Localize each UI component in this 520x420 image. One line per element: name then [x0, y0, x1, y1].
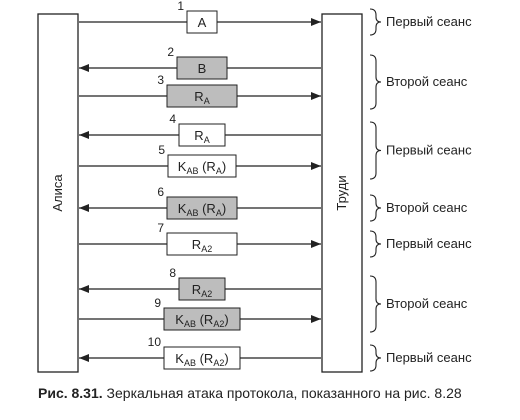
arrowhead-icon: [79, 204, 89, 212]
message-label: RA: [194, 89, 209, 106]
figure-caption: Рис. 8.31. Зеркальная атака протокола, п…: [38, 385, 462, 401]
session-brace: [369, 275, 382, 333]
message-box: [166, 196, 238, 220]
message-box: [163, 307, 241, 331]
arrowhead-icon: [311, 315, 321, 323]
message-number: 9: [154, 296, 161, 310]
session-label: Первый сеанс: [386, 350, 472, 365]
message-label: RA: [194, 128, 209, 145]
message-label: KAB (RA2): [175, 312, 228, 329]
message-label: A: [198, 15, 207, 30]
message-number: 10: [148, 335, 162, 349]
session-brace: [369, 230, 382, 258]
session-brace: [369, 54, 382, 110]
session-brace: [369, 8, 382, 36]
alice-label: Алиса: [50, 174, 65, 212]
message-box: [178, 123, 226, 147]
message-box: [166, 232, 238, 256]
message-label: KAB (RA2): [175, 351, 228, 368]
message-label: RA2: [192, 282, 212, 299]
arrowhead-icon: [311, 162, 321, 170]
arrowhead-icon: [79, 64, 89, 72]
arrowhead-icon: [79, 354, 89, 362]
message-label: KAB (RA): [178, 159, 226, 176]
message-number: 2: [167, 45, 174, 59]
message-box: [178, 277, 226, 301]
session-label: Первый сеанс: [386, 14, 472, 29]
message-box: [163, 346, 241, 370]
message-box: [167, 154, 237, 178]
message-box: [176, 56, 228, 80]
trudy-label: Труди: [334, 175, 349, 210]
session-label: Первый сеанс: [386, 236, 472, 251]
arrowhead-icon: [79, 285, 89, 293]
message-number: 3: [157, 73, 164, 87]
message-label: RA2: [192, 237, 212, 254]
arrowhead-icon: [311, 240, 321, 248]
session-brace: [369, 344, 382, 372]
message-label: KAB (RA): [178, 201, 226, 218]
caption-text: Зеркальная атака протокола, показанного …: [102, 385, 462, 401]
arrowhead-icon: [311, 18, 321, 26]
arrowhead-icon: [311, 92, 321, 100]
message-label: B: [198, 61, 207, 76]
message-number: 7: [157, 221, 164, 235]
arrowhead-icon: [79, 131, 89, 139]
message-box: [166, 84, 238, 108]
message-number: 1: [177, 0, 184, 13]
message-number: 6: [157, 185, 164, 199]
message-group: A 1 B 2 RA 3 RA 4 KAB (RA) 5 KAB (RA) 6 RA2 7 RA2 8 KAB …: [79, 0, 321, 370]
message-number: 8: [169, 266, 176, 280]
session-brace: [369, 121, 382, 180]
caption-prefix: Рис. 8.31.: [38, 385, 103, 401]
session-group: Первый сеанс Второй сеанс Первый сеанс Втор…: [369, 8, 472, 372]
session-label: Первый сеанс: [386, 143, 472, 158]
session-label: Второй сеанс: [386, 74, 468, 89]
message-box: [186, 10, 218, 34]
alice-bar: [37, 13, 79, 373]
session-label: Второй сеанс: [386, 296, 468, 311]
message-number: 4: [169, 112, 176, 126]
session-brace: [369, 194, 382, 222]
session-label: Второй сеанс: [386, 200, 468, 215]
message-number: 5: [158, 143, 165, 157]
trudy-bar: [321, 13, 363, 373]
